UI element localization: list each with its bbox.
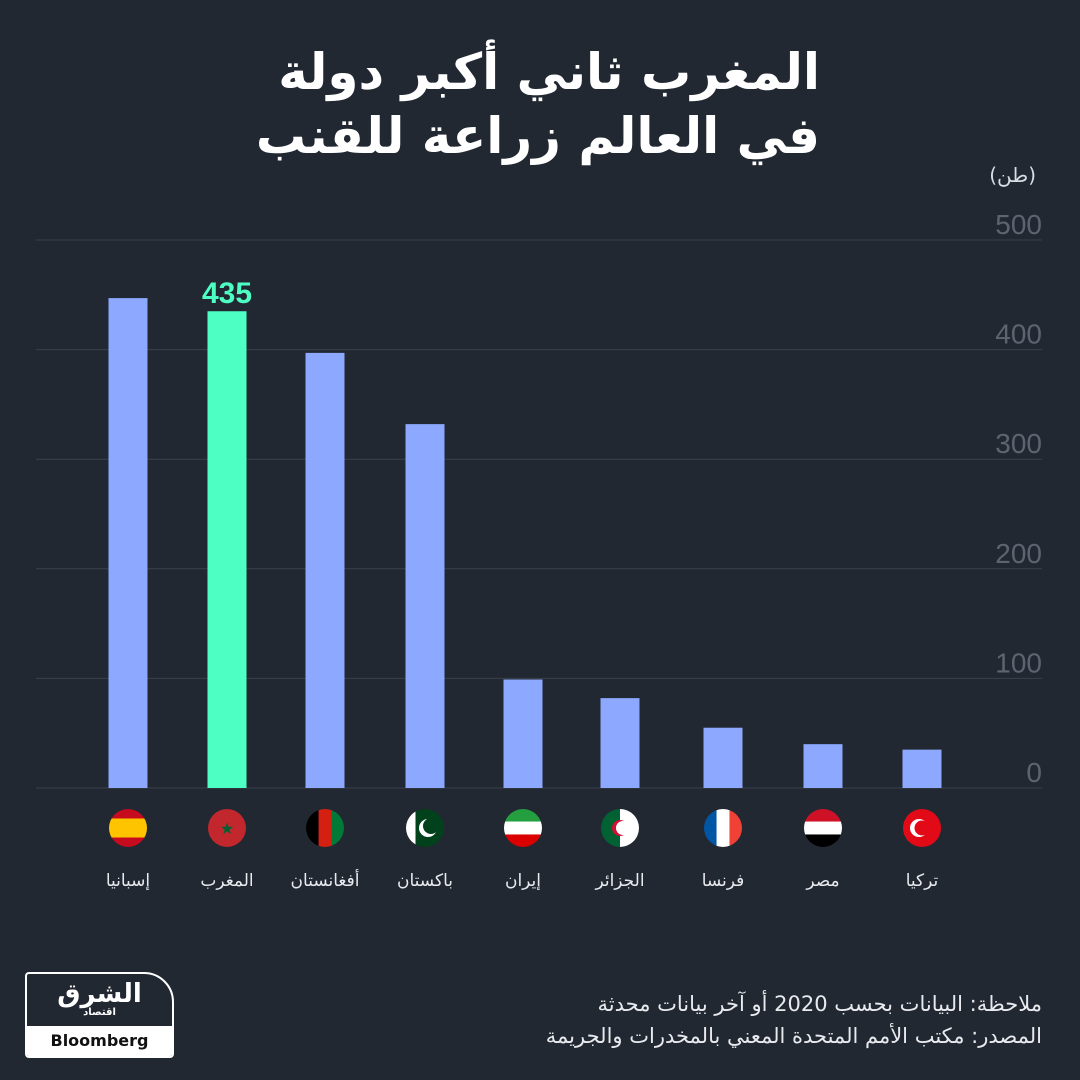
unit-label: (طن)	[989, 163, 1036, 187]
bar-6	[600, 698, 640, 788]
y-tick-label: 400	[995, 319, 1042, 350]
afghanistan-flag	[306, 809, 344, 847]
bar-2	[207, 311, 247, 788]
logo-name: الشرق	[57, 979, 142, 1009]
x-tick-label: الجزائر	[594, 871, 644, 891]
x-tick-label: فرنسا	[702, 871, 745, 891]
x-tick-label: إيران	[505, 871, 541, 891]
x-tick-label: باكستان	[397, 871, 453, 891]
x-tick-label: إسبانيا	[106, 871, 150, 891]
spain-flag	[109, 809, 147, 847]
bar-8	[803, 744, 843, 788]
bar-5	[503, 679, 543, 788]
bar-4	[405, 424, 445, 788]
y-tick-label: 500	[995, 209, 1042, 240]
note-text: ملاحظة: البيانات بحسب 2020 أو آخر بيانات…	[597, 992, 1042, 1016]
logo-partner: Bloomberg	[27, 1026, 172, 1056]
y-tick-label: 300	[995, 428, 1042, 459]
bar-9	[902, 749, 942, 788]
x-tick-label: مصر	[805, 871, 839, 891]
iran-flag	[504, 809, 542, 847]
data-label: 435	[202, 277, 252, 310]
y-tick-label: 0	[1026, 757, 1042, 788]
source-text: المصدر: مكتب الأمم المتحدة المعني بالمخد…	[545, 1024, 1042, 1048]
egypt-flag	[804, 809, 842, 847]
logo-sub: اقتصاد	[83, 1007, 116, 1018]
bar-1	[108, 298, 148, 788]
svg-text:★: ★	[220, 819, 234, 838]
pakistan-flag	[406, 809, 444, 847]
morocco-flag: ★	[208, 809, 246, 847]
france-flag	[704, 809, 742, 847]
chart-title: المغرب ثاني أكبر دولة في العالم زراعة لل…	[220, 40, 820, 168]
x-tick-label: المغرب	[200, 871, 253, 891]
x-tick-label: أفغانستان	[291, 869, 360, 891]
y-tick-label: 200	[995, 538, 1042, 569]
algeria-flag	[601, 809, 639, 847]
bar-7	[703, 727, 743, 788]
footer-notes: ملاحظة: البيانات بحسب 2020 أو آخر بيانات…	[546, 988, 1042, 1052]
asharq-bloomberg-logo: الشرق اقتصاد Bloomberg	[25, 972, 174, 1058]
bar-3	[305, 352, 345, 788]
turkey-flag	[903, 809, 941, 847]
x-tick-label: تركيا	[906, 871, 939, 891]
y-tick-label: 100	[995, 647, 1042, 678]
title-line-2: في العالم زراعة للقنب	[255, 107, 820, 165]
title-line-1: المغرب ثاني أكبر دولة	[278, 43, 820, 101]
